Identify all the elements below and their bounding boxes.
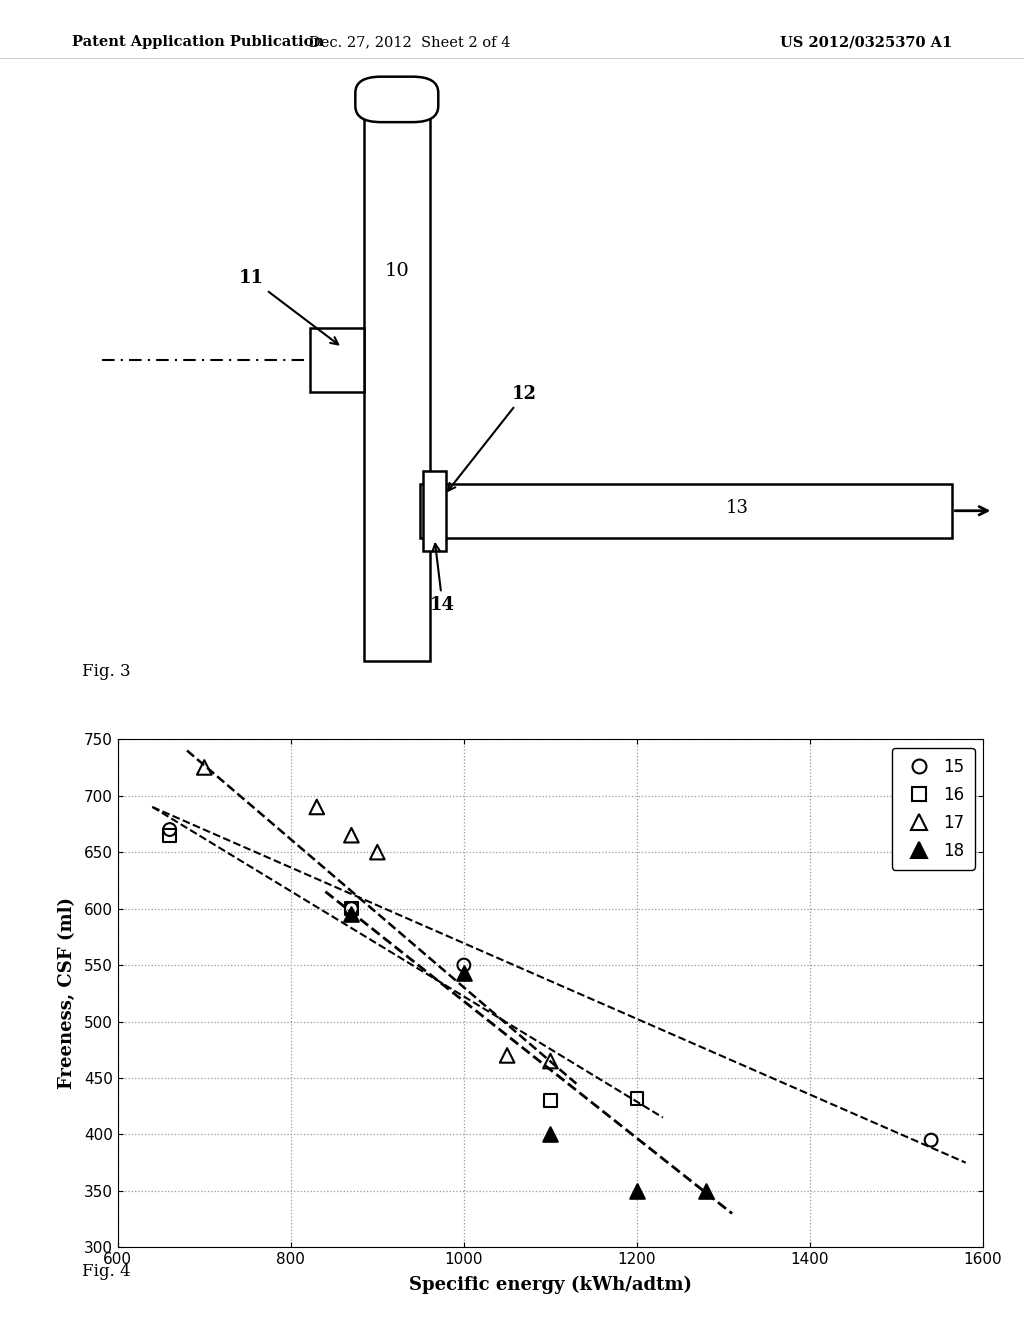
Point: [308, 796, 325, 817]
Point: [698, 1180, 715, 1201]
Point: [923, 1130, 939, 1151]
Bar: [364, 104, 430, 661]
Point: [542, 1090, 558, 1111]
Point: [456, 954, 472, 975]
Text: 14: 14: [430, 544, 455, 614]
Point: [542, 1051, 558, 1072]
Point: [542, 1123, 558, 1144]
Point: [343, 825, 359, 846]
Point: [343, 904, 359, 925]
Text: Fig. 4: Fig. 4: [82, 1263, 130, 1280]
Point: [162, 825, 178, 846]
Point: [629, 1180, 645, 1201]
Point: [456, 962, 472, 983]
X-axis label: Specific energy (kWh/adtm): Specific energy (kWh/adtm): [409, 1275, 692, 1294]
Point: [196, 756, 212, 777]
Text: 11: 11: [239, 269, 338, 345]
Point: [343, 898, 359, 919]
Point: [343, 898, 359, 919]
Text: Dec. 27, 2012  Sheet 2 of 4: Dec. 27, 2012 Sheet 2 of 4: [309, 36, 510, 49]
Y-axis label: Freeness, CSF (ml): Freeness, CSF (ml): [57, 898, 76, 1089]
Bar: [310, 329, 364, 392]
Point: [369, 842, 385, 863]
Text: 12: 12: [447, 384, 537, 491]
Text: 13: 13: [726, 499, 749, 516]
Point: [629, 1088, 645, 1109]
Text: Patent Application Publication: Patent Application Publication: [72, 36, 324, 49]
Point: [499, 1045, 515, 1067]
Bar: [423, 471, 445, 550]
Text: Fig. 3: Fig. 3: [82, 664, 130, 680]
FancyBboxPatch shape: [355, 77, 438, 123]
Text: US 2012/0325370 A1: US 2012/0325370 A1: [780, 36, 952, 49]
Point: [162, 818, 178, 840]
Text: 10: 10: [384, 261, 410, 280]
Bar: [420, 483, 952, 539]
Legend: 15, 16, 17, 18: 15, 16, 17, 18: [892, 747, 975, 870]
